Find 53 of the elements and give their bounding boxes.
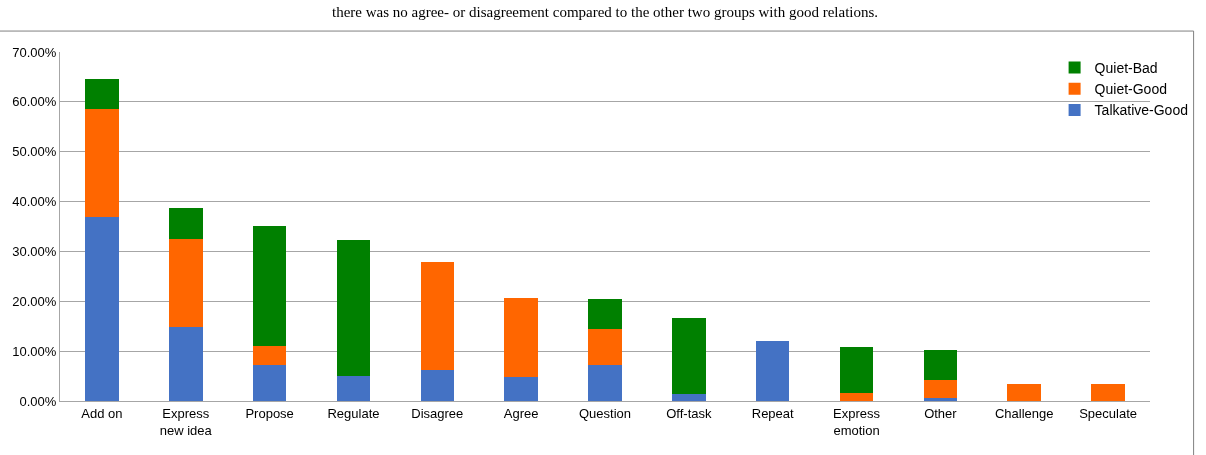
x-tick-label: Disagree (411, 405, 464, 421)
bar (169, 238, 203, 328)
x-tick-label: Express new idea (159, 405, 213, 438)
bar (1007, 383, 1041, 401)
x-tick-label: Question (578, 405, 632, 421)
text: there was no agree- or disagreement compared to the other two groups with good relations. (332, 4, 879, 20)
x-tick-label: Regulate (327, 405, 380, 421)
legend-label: Quiet-Bad (1094, 60, 1158, 77)
bar (169, 327, 203, 401)
bar (169, 208, 203, 239)
bar (504, 377, 538, 401)
bar (839, 392, 874, 401)
y-tick-label: 20.00% (12, 293, 57, 309)
bar (504, 297, 538, 378)
x-tick-label: Add on (81, 405, 123, 421)
bar (252, 346, 287, 366)
bar (588, 329, 622, 366)
bar (252, 225, 287, 347)
y-tick-label: 10.00% (12, 343, 57, 359)
x-tick-label: Other (924, 405, 958, 421)
bar (755, 341, 790, 401)
bar (252, 365, 287, 401)
bar (923, 379, 958, 399)
bar (923, 349, 958, 380)
x-tick-label: Propose (245, 405, 294, 421)
bar (672, 393, 706, 401)
bar (923, 398, 958, 401)
bar (85, 109, 119, 217)
y-tick-label: 0.00% (19, 393, 57, 409)
x-tick-label: Repeat (751, 405, 795, 421)
bar (420, 262, 455, 370)
bar (588, 365, 622, 401)
bar (1091, 383, 1125, 401)
bar (420, 369, 455, 401)
y-tick-label: 70.00% (12, 44, 57, 60)
x-tick-label: Speculate (1079, 405, 1137, 421)
bar (336, 239, 371, 377)
x-tick-label: Express emotion (833, 405, 881, 438)
y-tick-label: 60.00% (12, 94, 57, 110)
legend-label: Talkative-Good (1094, 102, 1188, 119)
bar (85, 216, 119, 401)
bar (85, 79, 119, 110)
bar (588, 299, 622, 330)
x-tick-label: Off-task (666, 405, 712, 421)
y-tick-label: 50.00% (12, 144, 57, 160)
legend-label: Quiet-Good (1094, 81, 1167, 98)
y-tick-label: 40.00% (12, 194, 57, 210)
bar (672, 318, 706, 394)
x-tick-label: Agree (503, 405, 539, 421)
x-tick-label: Challenge (994, 405, 1054, 421)
bar (839, 346, 874, 393)
bar (336, 376, 371, 401)
y-tick-label: 30.00% (12, 243, 57, 259)
